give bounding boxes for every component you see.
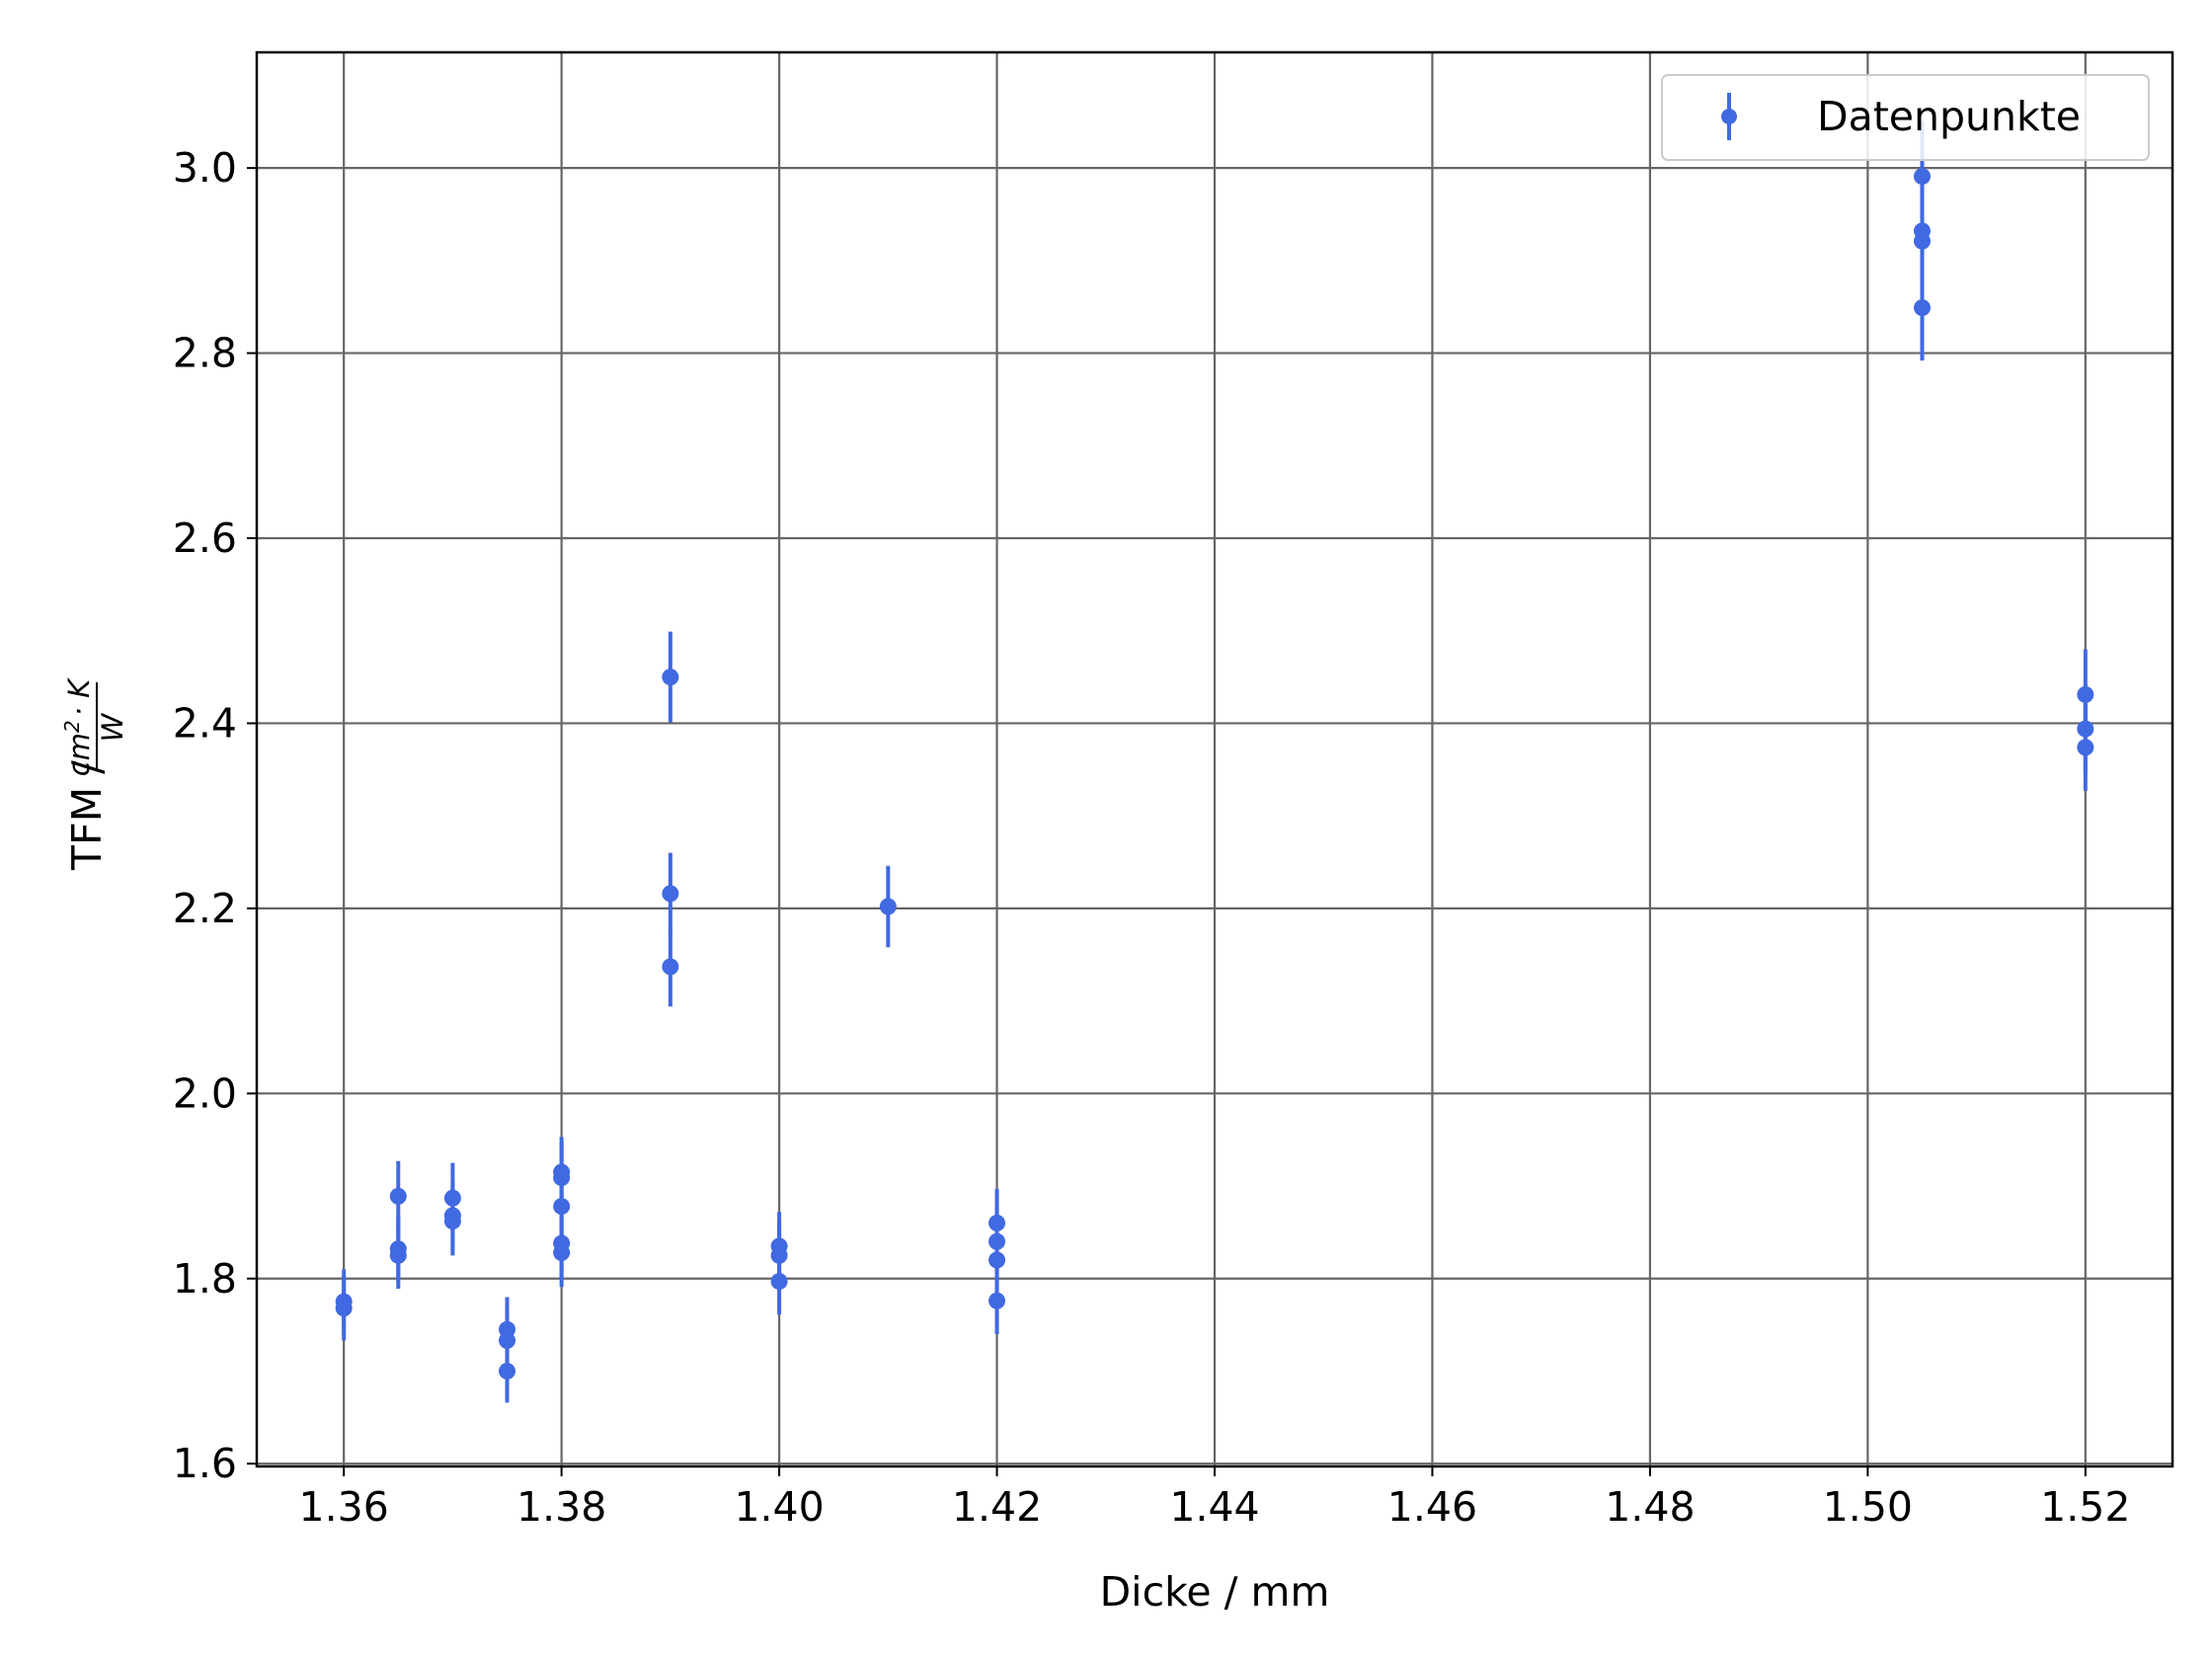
y-tick-label: 2.6 [173,514,237,562]
data-point [879,898,897,915]
data-point [662,885,679,903]
x-tick-label: 1.42 [952,1483,1042,1531]
legend-point-marker [1721,109,1737,124]
data-point [1913,168,1931,186]
data-point [335,1300,353,1317]
data-point [2077,720,2094,738]
data-point [770,1246,788,1264]
y-axis-label-denominator: W [96,712,129,742]
data-point [443,1189,461,1207]
data-point [1913,232,1931,250]
x-tick-label: 1.52 [2040,1483,2130,1531]
x-tick-label: 1.50 [1823,1483,1913,1531]
data-point [1913,299,1931,317]
x-tick-label: 1.46 [1387,1483,1477,1531]
y-tick-label: 1.8 [173,1255,237,1303]
data-point [2077,739,2094,756]
data-point [553,1169,571,1187]
legend-box [1661,74,2150,161]
data-point [2077,685,2094,703]
legend: Datenpunkte [1661,74,2150,161]
y-axis-label: TFM / cm2 · K W [60,677,129,871]
y-axis-label-numerator-base: cm [62,733,96,776]
axis-ticks: 1.36 1.38 1.40 1.42 1.44 1.46 1.48 1.50 1.52 1.6 1… [173,144,2131,1531]
x-tick-label: 1.48 [1605,1483,1695,1531]
y-tick-label: 2.4 [173,699,237,747]
x-axis-label: Dicke / mm [1100,1568,1330,1616]
y-tick-label: 2.2 [173,885,237,932]
data-point [499,1332,516,1350]
data-point [988,1292,1006,1309]
y-axis-label-numerator: cm2 · K [60,677,96,776]
y-tick-label: 2.0 [173,1069,237,1117]
data-point [662,669,679,686]
data-point [389,1187,407,1205]
y-tick-label: 2.8 [173,330,237,377]
y-axis-label-numerator-rest: · K [62,677,96,716]
data-point [443,1213,461,1230]
y-tick-label: 1.6 [173,1440,237,1487]
grid [257,52,2172,1466]
data-point [553,1244,571,1262]
y-tick-label: 3.0 [173,144,237,192]
x-tick-label: 1.44 [1169,1483,1259,1531]
y-axis-label-numerator-exp: 2 [60,720,84,733]
data-point [662,958,679,976]
data-point [988,1215,1006,1232]
legend-label: Datenpunkte [1817,93,2081,140]
data-point [499,1362,516,1380]
data-point [553,1198,571,1216]
x-tick-label: 1.38 [516,1483,606,1531]
data-point [389,1246,407,1264]
data-point [988,1251,1006,1269]
data-point [770,1273,788,1291]
x-tick-label: 1.40 [734,1483,824,1531]
y-axis-label-prefix: TFM / [63,748,111,871]
x-tick-label: 1.36 [299,1483,389,1531]
data-point [988,1232,1006,1250]
